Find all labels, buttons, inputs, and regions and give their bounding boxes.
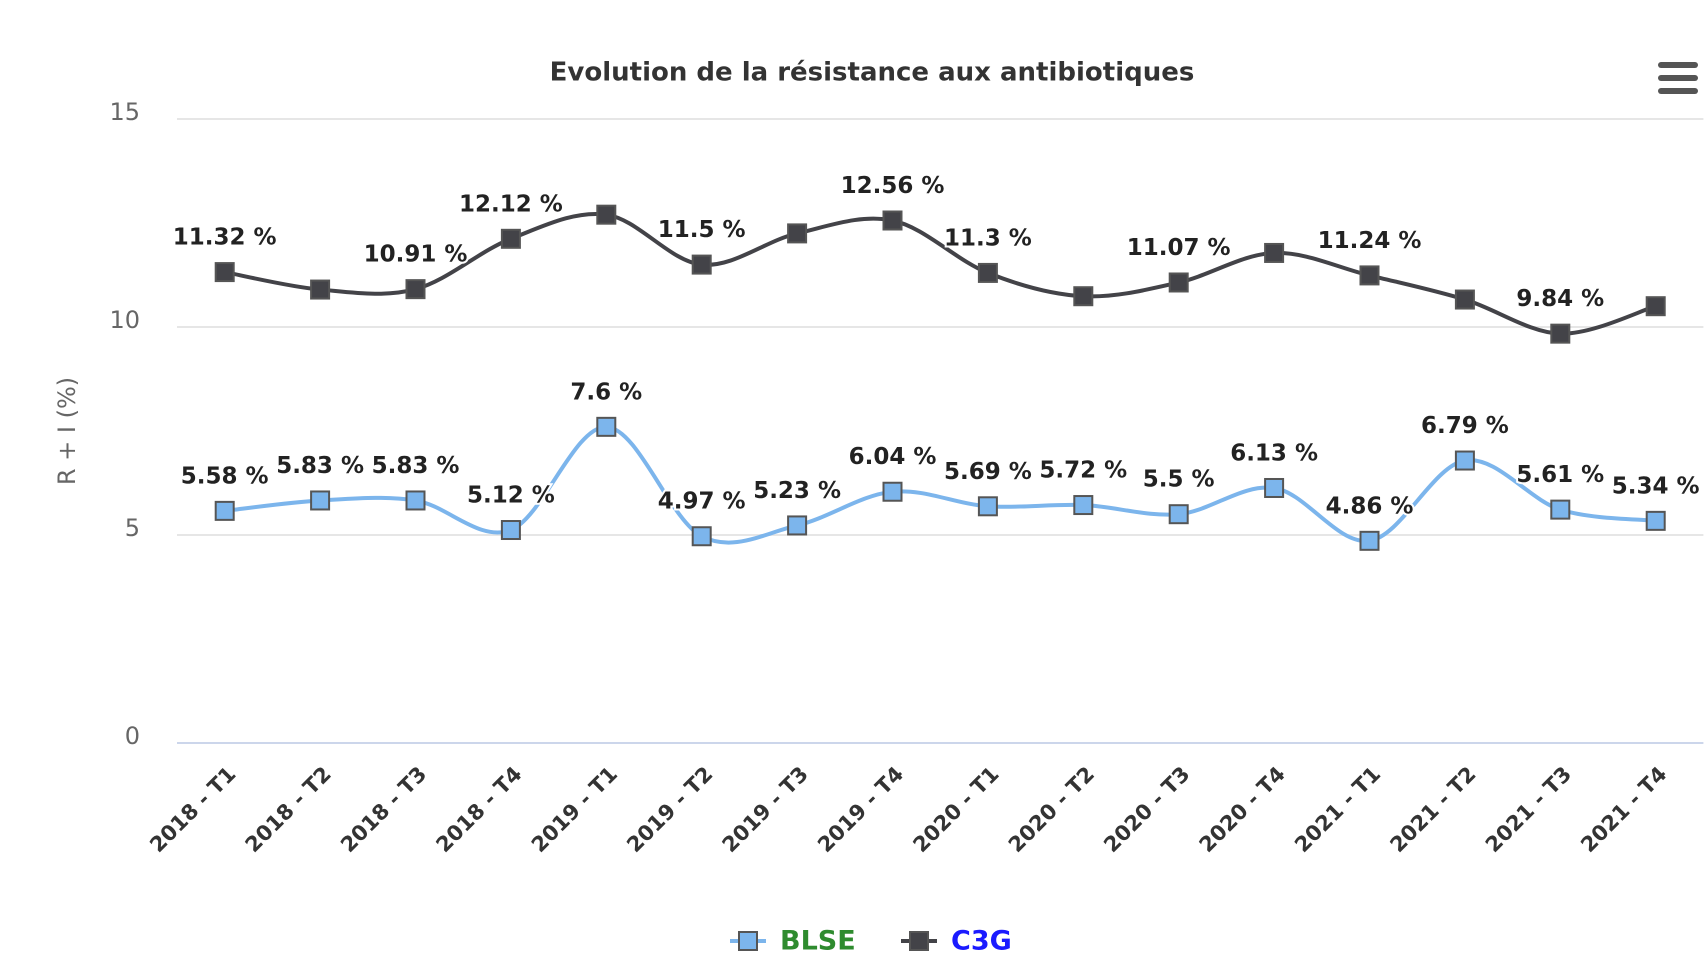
- point-marker: [691, 254, 712, 275]
- menu-bar: [1658, 62, 1698, 68]
- data-label: 5.5 %: [1143, 467, 1215, 493]
- point-marker: [1073, 286, 1094, 307]
- data-label: 5.61 %: [1516, 462, 1604, 488]
- point-marker: [1645, 296, 1666, 317]
- x-tick-label: 2020 - T3: [1099, 762, 1194, 857]
- point-marker: [214, 262, 235, 283]
- point-marker: [1168, 504, 1189, 525]
- y-axis-label: R + I (%): [53, 377, 81, 485]
- point-marker: [691, 526, 712, 547]
- point-marker: [1359, 530, 1380, 551]
- data-label: 7.6 %: [570, 379, 642, 405]
- point-marker: [977, 496, 998, 517]
- legend-item[interactable]: C3G: [901, 926, 1012, 957]
- x-tick-label: 2020 - T2: [1004, 762, 1099, 857]
- x-tick-label: 2018 - T2: [241, 762, 336, 857]
- data-label: 11.07 %: [1127, 235, 1231, 261]
- data-label: 9.84 %: [1516, 286, 1604, 312]
- data-label: 6.13 %: [1230, 440, 1318, 466]
- menu-bar: [1658, 75, 1698, 81]
- legend-label: C3G: [951, 926, 1012, 957]
- point-marker: [310, 279, 331, 300]
- point-marker: [1264, 477, 1285, 498]
- legend-marker: [909, 931, 929, 951]
- data-label: 5.83 %: [372, 453, 460, 479]
- point-marker: [214, 500, 235, 521]
- x-tick-label: 2020 - T4: [1195, 762, 1290, 857]
- x-tick-label: 2019 - T3: [718, 762, 813, 857]
- data-label: 11.3 %: [944, 225, 1032, 251]
- data-label: 5.34 %: [1612, 473, 1700, 499]
- data-label: 12.12 %: [459, 191, 563, 217]
- point-marker: [882, 210, 903, 231]
- point-marker: [500, 228, 521, 249]
- data-label: 10.91 %: [364, 242, 468, 268]
- data-label: 5.58 %: [181, 463, 269, 489]
- data-label: 12.56 %: [841, 173, 945, 199]
- legend-marker: [738, 931, 758, 951]
- data-label: 11.5 %: [658, 217, 746, 243]
- y-tick-label: 5: [125, 514, 140, 542]
- point-marker: [882, 481, 903, 502]
- legend-item[interactable]: BLSE: [730, 926, 856, 957]
- point-marker: [596, 416, 617, 437]
- x-tick-label: 2019 - T4: [813, 762, 908, 857]
- point-marker: [977, 262, 998, 283]
- y-tick-label: 0: [125, 722, 140, 750]
- point-marker: [787, 223, 808, 244]
- point-marker: [405, 490, 426, 511]
- chart-title: Evolution de la résistance aux antibioti…: [550, 58, 1195, 88]
- x-tick-label: 2018 - T4: [431, 762, 526, 857]
- menu-bar: [1658, 88, 1698, 94]
- data-label: 5.72 %: [1039, 458, 1127, 484]
- point-marker: [500, 520, 521, 541]
- data-label: 5.12 %: [467, 483, 555, 509]
- data-label: 6.04 %: [849, 444, 937, 470]
- data-label: 11.24 %: [1318, 228, 1422, 254]
- x-tick-label: 2021 - T3: [1481, 762, 1576, 857]
- point-marker: [1550, 499, 1571, 520]
- legend-label: BLSE: [780, 926, 856, 957]
- x-tick-label: 2021 - T2: [1385, 762, 1480, 857]
- x-tick-label: 2019 - T1: [527, 762, 622, 857]
- point-marker: [405, 279, 426, 300]
- point-marker: [1454, 450, 1475, 471]
- point-marker: [1645, 510, 1666, 531]
- x-tick-label: 2021 - T4: [1576, 762, 1671, 857]
- point-marker: [596, 204, 617, 225]
- series-line: [224, 424, 1656, 545]
- x-tick-label: 2021 - T1: [1290, 762, 1385, 857]
- menu-button[interactable]: [1658, 62, 1698, 94]
- data-label: 5.83 %: [276, 453, 364, 479]
- point-marker: [1454, 289, 1475, 310]
- y-tick-label: 10: [109, 306, 140, 334]
- point-marker: [1359, 265, 1380, 286]
- data-label: 5.69 %: [944, 459, 1032, 485]
- point-marker: [1168, 272, 1189, 293]
- point-marker: [1550, 323, 1571, 344]
- data-label: 11.32 %: [173, 225, 277, 251]
- data-label: 5.23 %: [753, 478, 841, 504]
- point-marker: [310, 490, 331, 511]
- point-marker: [787, 515, 808, 536]
- y-tick-label: 15: [109, 98, 140, 126]
- x-tick-label: 2020 - T1: [908, 762, 1003, 857]
- x-tick-label: 2018 - T1: [145, 762, 240, 857]
- data-label: 4.97 %: [658, 489, 746, 515]
- point-marker: [1264, 242, 1285, 263]
- x-tick-label: 2019 - T2: [622, 762, 717, 857]
- point-marker: [1073, 495, 1094, 516]
- data-label: 4.86 %: [1326, 493, 1414, 519]
- series-line: [224, 211, 1657, 336]
- x-tick-label: 2018 - T3: [336, 762, 431, 857]
- data-label: 6.79 %: [1421, 413, 1509, 439]
